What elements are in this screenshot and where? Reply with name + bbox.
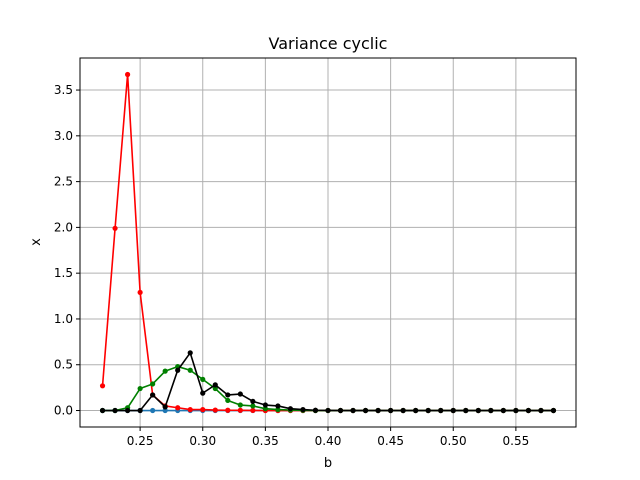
data-point: [550, 407, 557, 414]
data-point: [525, 407, 532, 414]
data-point: [275, 407, 281, 413]
data-point: [500, 407, 506, 414]
ticks: 0.25 0.30 0.35 0.40 0.45 0.50 0.55 0.0 0.5 1.0 1.5…: [54, 83, 529, 448]
series-3: [99, 350, 557, 414]
data-point: [225, 407, 231, 413]
data-point: [237, 407, 243, 413]
data-point: [225, 392, 231, 398]
x-tick-label: 0.30: [189, 434, 216, 448]
data-point: [187, 407, 193, 413]
data-point: [225, 397, 231, 404]
data-point: [175, 405, 181, 411]
data-point: [175, 367, 181, 373]
data-point: [425, 407, 431, 414]
data-point: [450, 407, 456, 414]
chart-title: Variance cyclic: [269, 34, 388, 53]
data-point: [300, 407, 306, 413]
data-point: [388, 407, 394, 414]
data-point: [375, 407, 381, 414]
data-point: [312, 407, 319, 413]
data-point: [137, 407, 143, 414]
x-tick-label: 0.25: [127, 434, 154, 448]
data-point: [250, 403, 256, 409]
data-point: [413, 407, 419, 414]
data-point: [488, 407, 494, 414]
y-axis-label: x: [29, 238, 44, 246]
data-point: [200, 376, 206, 382]
data-point: [187, 350, 193, 356]
data-point: [137, 385, 143, 392]
data-point: [124, 407, 131, 414]
data-point: [237, 391, 243, 397]
y-tick-label: 1.0: [54, 312, 73, 326]
data-point: [287, 406, 294, 412]
series-group: [99, 71, 557, 414]
y-tick-label: 0.0: [54, 404, 73, 418]
x-tick-label: 0.45: [377, 434, 404, 448]
data-point: [150, 381, 156, 387]
data-point: [350, 407, 356, 414]
data-point: [325, 407, 331, 414]
data-point: [200, 407, 206, 413]
data-point: [538, 407, 544, 414]
data-point: [250, 398, 256, 404]
y-tick-label: 2.5: [54, 175, 73, 189]
data-point: [112, 407, 118, 414]
x-tick-label: 0.55: [503, 434, 530, 448]
data-point: [337, 407, 344, 414]
data-point: [150, 407, 156, 414]
data-point: [275, 403, 281, 409]
x-tick-label: 0.50: [440, 434, 467, 448]
y-tick-label: 0.5: [54, 358, 73, 372]
y-tick-label: 3.5: [54, 83, 73, 97]
data-point: [250, 407, 256, 414]
data-point: [262, 406, 268, 412]
data-point: [475, 407, 481, 414]
data-point: [99, 407, 106, 414]
data-point: [262, 402, 268, 408]
data-point: [212, 382, 218, 388]
data-point: [99, 383, 106, 389]
data-point: [237, 402, 243, 408]
data-point: [187, 367, 193, 373]
y-tick-label: 2.0: [54, 220, 73, 234]
data-point: [162, 407, 168, 414]
data-point: [212, 407, 218, 413]
data-point: [438, 407, 444, 414]
data-point: [124, 71, 131, 78]
data-point: [212, 385, 218, 392]
grid: [80, 58, 576, 427]
y-tick-label: 1.5: [54, 266, 73, 280]
y-tick-label: 3.0: [54, 129, 73, 143]
data-point: [362, 407, 369, 414]
data-point: [162, 368, 168, 374]
x-tick-label: 0.40: [315, 434, 342, 448]
data-point: [200, 390, 206, 396]
data-point: [112, 225, 118, 231]
x-axis-label: b: [324, 456, 332, 471]
data-point: [150, 392, 156, 398]
data-point: [137, 289, 143, 296]
x-tick-label: 0.35: [252, 434, 279, 448]
data-point: [400, 407, 406, 414]
data-point: [463, 407, 469, 414]
data-point: [162, 404, 168, 410]
data-point: [513, 407, 519, 414]
